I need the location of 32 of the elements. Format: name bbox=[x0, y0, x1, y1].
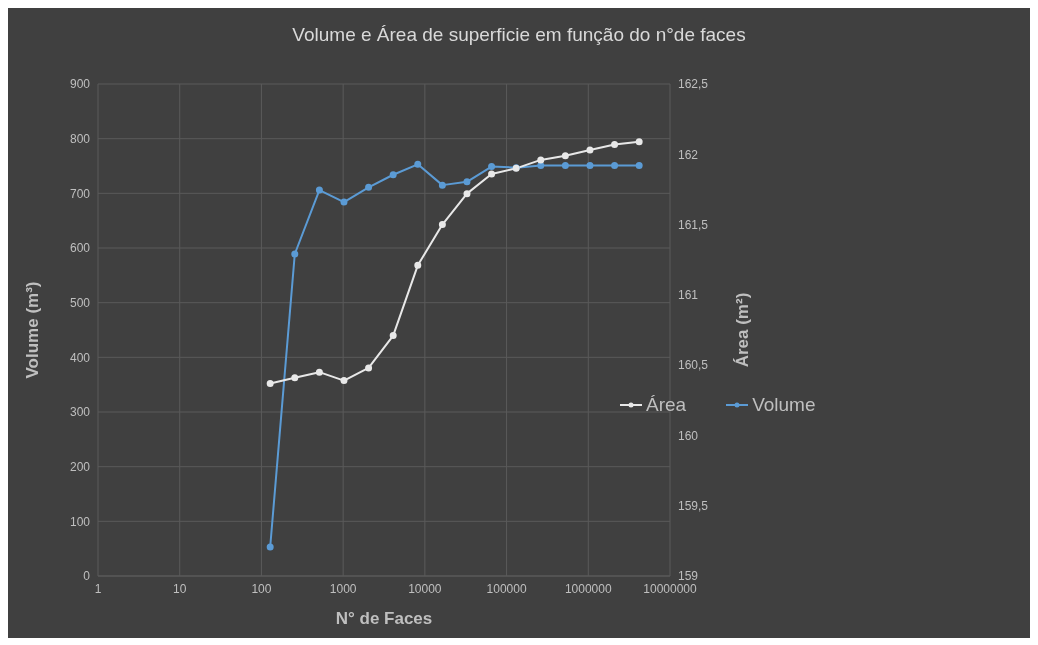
y2-tick-label: 162,5 bbox=[678, 77, 709, 92]
y-tick-label: 0 bbox=[83, 569, 91, 584]
x-tick-label: 100 bbox=[251, 581, 272, 596]
y-tick-label: 200 bbox=[69, 459, 91, 474]
x-tick-label: 100000 bbox=[486, 581, 527, 596]
y2-tick-label: 161 bbox=[678, 288, 699, 303]
x-tick-label: 1000 bbox=[329, 581, 357, 596]
y-tick-label: 300 bbox=[69, 405, 91, 420]
y-tick-label: 500 bbox=[69, 295, 91, 310]
y-tick-label: 100 bbox=[69, 514, 91, 529]
y-tick-label: 600 bbox=[69, 241, 91, 256]
y-tick-label: 800 bbox=[69, 131, 91, 146]
y-axis-title: Volume (m³) bbox=[23, 281, 43, 379]
y2-tick-label: 160 bbox=[678, 428, 699, 443]
chart-title: Volume e Área de superficie em função do n°de faces bbox=[291, 23, 747, 47]
y-tick-label: 900 bbox=[69, 77, 91, 92]
legend-label: Área bbox=[646, 394, 687, 416]
x-tick-label: 10 bbox=[173, 581, 187, 596]
y2-tick-label: 160,5 bbox=[678, 358, 709, 373]
y2-tick-label: 159 bbox=[678, 569, 699, 584]
legend-label: Volume bbox=[752, 394, 816, 416]
x-axis-title: N° de Faces bbox=[335, 609, 433, 628]
y-tick-label: 400 bbox=[69, 350, 91, 365]
x-tick-label: 10000000 bbox=[643, 581, 698, 596]
y2-tick-label: 161,5 bbox=[678, 217, 709, 232]
x-tick-label: 1000000 bbox=[564, 581, 612, 596]
x-tick-label: 10000 bbox=[408, 581, 442, 596]
x-tick-label: 1 bbox=[94, 581, 102, 596]
y2-tick-label: 159,5 bbox=[678, 498, 709, 513]
y2-axis-title: Área (m²) bbox=[733, 292, 753, 368]
y-tick-label: 700 bbox=[69, 186, 91, 201]
y2-tick-label: 162 bbox=[678, 147, 699, 162]
